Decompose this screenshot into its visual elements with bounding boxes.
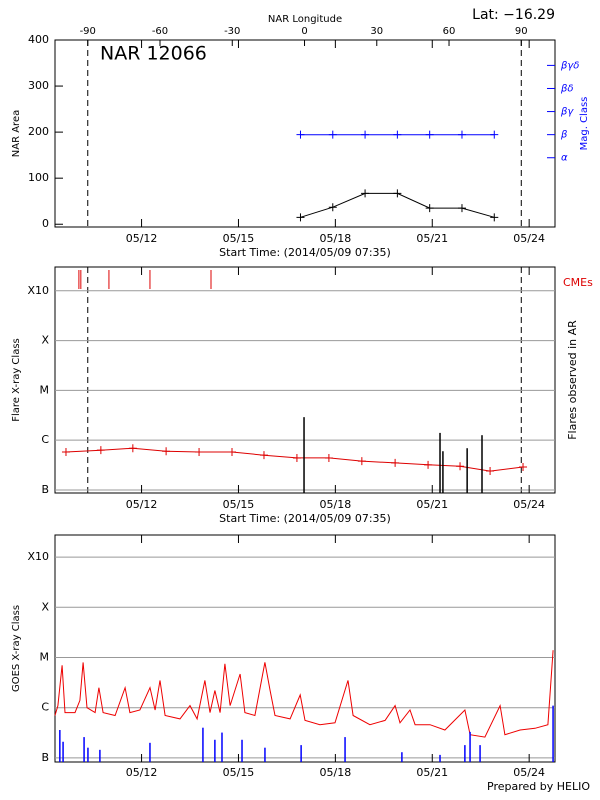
marker <box>296 213 305 222</box>
marker <box>128 444 137 453</box>
y-axis-label: NAR Area <box>11 110 22 157</box>
marker <box>296 130 305 139</box>
marker <box>228 447 237 456</box>
marker <box>393 189 402 198</box>
x-tick-label: 05/21 <box>416 766 448 779</box>
x-tick-label: 05/12 <box>126 766 158 779</box>
y-tick-label: 400 <box>28 33 49 46</box>
plot-frame <box>54 266 556 494</box>
marker <box>96 446 105 455</box>
marker <box>61 447 70 456</box>
y-tick-label: X10 <box>27 284 49 297</box>
y-tick-label: M <box>40 650 50 663</box>
y-tick-label: B <box>41 483 49 496</box>
marker <box>162 447 171 456</box>
series-label: CMEs <box>563 276 593 289</box>
annotation: Lat: −16.29 <box>472 7 555 23</box>
x2-tick-label: 90 <box>515 26 528 37</box>
marker <box>324 453 333 462</box>
marker <box>486 467 495 476</box>
marker <box>393 130 402 139</box>
marker <box>490 213 499 222</box>
marker <box>425 204 434 213</box>
y-tick-label: C <box>41 701 49 714</box>
marker <box>357 457 366 466</box>
x-axis-label: Start Time: (2014/05/09 07:35) <box>219 246 391 259</box>
y-tick-label: X <box>41 334 49 347</box>
y-tick-label: M <box>40 383 50 396</box>
chart-title: NAR 12066 <box>100 43 207 65</box>
x2-tick-label: 30 <box>370 26 383 37</box>
x2-axis-label: NAR Longitude <box>268 14 342 25</box>
marker <box>259 451 268 460</box>
x2-tick-label: -30 <box>224 26 240 37</box>
y2-tick-label: β <box>560 130 568 141</box>
x-tick-label: 05/12 <box>126 232 158 245</box>
x-tick-label: 05/15 <box>223 498 255 511</box>
x-tick-label: 05/18 <box>320 766 352 779</box>
x-tick-label: 05/15 <box>223 766 255 779</box>
x2-tick-label: -90 <box>80 26 96 37</box>
y-tick-label: 0 <box>42 217 49 230</box>
x-axis-label: Start Time: (2014/05/09 07:35) <box>219 512 391 525</box>
y2-tick-label: βγ <box>560 107 574 118</box>
marker <box>457 130 466 139</box>
x2-tick-label: 0 <box>301 26 307 37</box>
x-tick-label: 05/15 <box>223 232 255 245</box>
y2-tick-label: α <box>561 153 568 164</box>
marker <box>456 462 465 471</box>
series-line <box>65 447 524 472</box>
y-tick-label: X <box>41 600 49 613</box>
y2-tick-label: βδ <box>560 83 574 94</box>
y-axis-label: Flare X-ray Class <box>11 338 22 422</box>
y-tick-label: 300 <box>28 79 49 92</box>
plot-frame <box>54 39 556 228</box>
x-tick-label: 05/18 <box>320 498 352 511</box>
x-tick-label: 05/21 <box>416 498 448 511</box>
marker <box>328 203 337 212</box>
x-tick-label: 05/21 <box>416 232 448 245</box>
marker <box>457 204 466 213</box>
marker <box>424 460 433 469</box>
footer: Prepared by HELIO <box>487 780 590 793</box>
marker <box>361 130 370 139</box>
marker <box>328 130 337 139</box>
marker <box>195 447 204 456</box>
y-tick-label: 200 <box>28 125 49 138</box>
series-line <box>54 650 554 738</box>
y-tick-label: C <box>41 433 49 446</box>
marker <box>391 458 400 467</box>
y2-axis-label: Mag. Class <box>579 97 590 151</box>
plot-frame <box>54 534 556 763</box>
y-tick-label: B <box>41 751 49 764</box>
x2-tick-label: -60 <box>152 26 168 37</box>
x2-tick-label: 60 <box>443 26 456 37</box>
marker <box>425 130 434 139</box>
series-label: Flares observed in AR <box>566 320 579 440</box>
y-tick-label: X10 <box>27 550 49 563</box>
x-tick-label: 05/18 <box>320 232 352 245</box>
y-tick-label: 100 <box>28 171 49 184</box>
marker <box>292 453 301 462</box>
y2-tick-label: βγδ <box>560 60 579 71</box>
x-tick-label: 05/24 <box>513 498 545 511</box>
x-tick-label: 05/24 <box>513 766 545 779</box>
marker <box>361 189 370 198</box>
marker <box>519 462 528 471</box>
x-tick-label: 05/24 <box>513 232 545 245</box>
marker <box>490 130 499 139</box>
y-axis-label: GOES X-ray Class <box>11 605 22 692</box>
x-tick-label: 05/12 <box>126 498 158 511</box>
